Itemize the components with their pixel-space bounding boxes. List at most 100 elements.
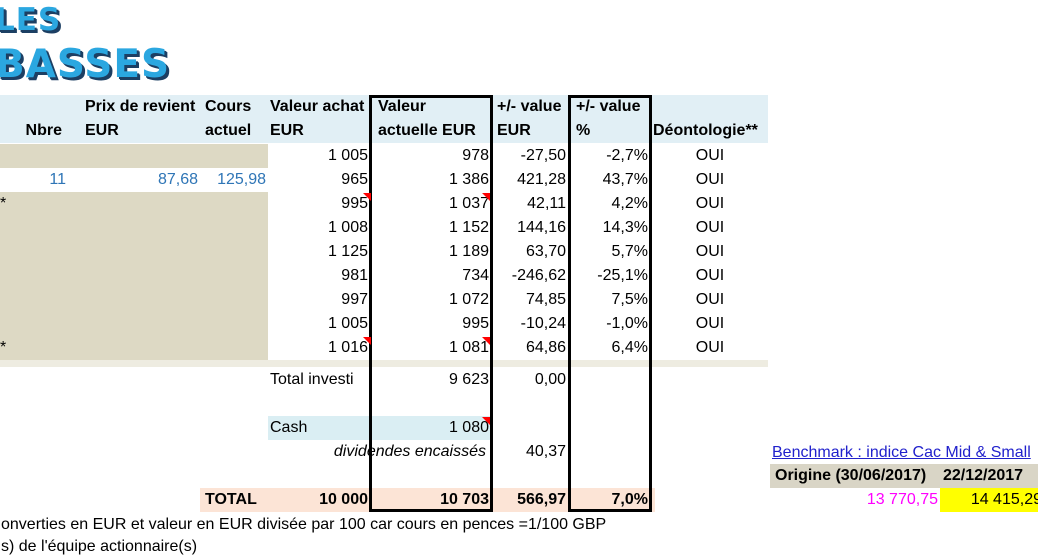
dividends-label[interactable]: dividendes encaissés (333, 443, 486, 460)
cell-deontologie[interactable]: OUI (695, 339, 725, 356)
cell-pv-pct[interactable]: 6,4% (611, 339, 648, 356)
header-pveur-l1[interactable]: +/- value (497, 98, 562, 115)
cash-value[interactable]: 1 080 (448, 419, 489, 436)
cell-valeur-actuelle[interactable]: 734 (462, 267, 489, 284)
cell-valeur-achat[interactable]: 1 125 (327, 243, 368, 260)
hidden-name-cell (0, 264, 268, 288)
cell-valeur-actuelle[interactable]: 1 189 (448, 243, 489, 260)
cell-valeur-achat[interactable]: 1 016 (327, 339, 368, 356)
cell-pv-eur[interactable]: -246,62 (511, 267, 566, 284)
cell-pv-eur[interactable]: 74,85 (525, 291, 566, 308)
cell-pv-pct[interactable]: -2,7% (606, 147, 648, 164)
cell-deontologie[interactable]: OUI (695, 267, 725, 284)
cell-deontologie[interactable]: OUI (695, 219, 725, 236)
page-title-line1: LES (0, 2, 62, 38)
cell-pv-eur[interactable]: -27,50 (520, 147, 566, 164)
table-row: 1 008 1 152 144,16 14,3% OUI (0, 216, 768, 240)
total-pv-eur[interactable]: 566,97 (517, 491, 566, 508)
table-row: 997 1 072 74,85 7,5% OUI (0, 288, 768, 312)
cell-valeur-actuelle[interactable]: 1 037 (448, 195, 489, 212)
total-label[interactable]: TOTAL (205, 491, 257, 508)
header-nbre[interactable]: Nbre (25, 122, 62, 139)
cell-note-icon (363, 193, 371, 201)
cell-deontologie[interactable]: OUI (695, 315, 725, 332)
cell-valeur-achat[interactable]: 995 (341, 195, 368, 212)
cell-prix-revient[interactable]: 87,68 (157, 171, 198, 188)
header-deontologie[interactable]: Déontologie** (653, 122, 758, 139)
header-pvpct-l1[interactable]: +/- value (576, 98, 641, 115)
cell-deontologie[interactable]: OUI (695, 291, 725, 308)
hidden-name-cell (0, 288, 268, 312)
cell-nbre[interactable]: 11 (49, 171, 66, 188)
benchmark-date-header[interactable]: 22/12/2017 (943, 467, 1024, 484)
hidden-name-cell (0, 240, 268, 264)
cell-deontologie[interactable]: OUI (695, 147, 725, 164)
total-investi-label[interactable]: Total investi (270, 371, 354, 388)
cell-pv-pct[interactable]: 14,3% (602, 219, 648, 236)
header-cours-l2[interactable]: actuel (205, 122, 252, 139)
cell-note-icon (363, 337, 371, 345)
benchmark-link[interactable]: Benchmark : indice Cac Mid & Small (772, 444, 1031, 461)
cash-label[interactable]: Cash (270, 419, 308, 436)
cell-valeur-achat[interactable]: 997 (341, 291, 368, 308)
total-achat[interactable]: 10 000 (319, 491, 368, 508)
header-pveur-l2[interactable]: EUR (497, 122, 531, 139)
cell-valeur-achat[interactable]: 1 005 (327, 147, 368, 164)
footnote-1[interactable]: onverties en EUR et valeur en EUR divisé… (1, 516, 607, 533)
cell-deontologie[interactable]: OUI (695, 171, 725, 188)
cash-row: Cash 1 080 (0, 416, 768, 440)
cell-pv-eur[interactable]: 42,11 (527, 195, 566, 212)
cash-cell-bg (268, 416, 490, 440)
header-achat-l1[interactable]: Valeur achat (270, 98, 365, 115)
table-row: 1 125 1 189 63,70 5,7% OUI (0, 240, 768, 264)
benchmark-current-bg (940, 488, 1038, 512)
cell-valeur-achat[interactable]: 1 008 (327, 219, 368, 236)
cell-pv-eur[interactable]: 63,70 (525, 243, 566, 260)
header-actuelle-l1[interactable]: Valeur (378, 98, 427, 115)
benchmark-current-value[interactable]: 14 415,29 (970, 491, 1038, 508)
hidden-name-cell (0, 144, 268, 168)
header-pvpct-l2[interactable]: % (576, 122, 591, 139)
cell-note-icon (482, 417, 490, 425)
cell-pv-eur[interactable]: 64,86 (525, 339, 566, 356)
cell-valeur-actuelle[interactable]: 1 081 (448, 339, 489, 356)
dividends-row: dividendes encaissés 40,37 (0, 440, 768, 464)
total-pv-pct[interactable]: 7,0% (611, 491, 648, 508)
cell-valeur-actuelle[interactable]: 1 072 (448, 291, 489, 308)
cell-pv-eur[interactable]: 144,16 (517, 219, 566, 236)
cell-note-icon (482, 193, 490, 201)
cell-valeur-actuelle[interactable]: 995 (462, 315, 489, 332)
row-asterisk: * (0, 339, 7, 356)
cell-deontologie[interactable]: OUI (695, 195, 725, 212)
total-investi-value[interactable]: 9 623 (448, 371, 489, 388)
table-header: Nbre Prix de revient EUR Cours actuel Va… (0, 95, 768, 143)
cell-valeur-achat[interactable]: 1 005 (327, 315, 368, 332)
header-achat-l2[interactable]: EUR (270, 122, 304, 139)
cell-valeur-actuelle[interactable]: 978 (462, 147, 489, 164)
cell-pv-eur[interactable]: 421,28 (517, 171, 566, 188)
header-cours-l1[interactable]: Cours (205, 98, 252, 115)
cell-cours-actuel[interactable]: 125,98 (217, 171, 266, 188)
dividends-value[interactable]: 40,37 (525, 443, 566, 460)
benchmark-origin-value[interactable]: 13 770,75 (866, 491, 938, 508)
cell-pv-pct[interactable]: -25,1% (597, 267, 648, 284)
cell-pv-eur[interactable]: -10,24 (520, 315, 566, 332)
cell-deontologie[interactable]: OUI (695, 243, 725, 260)
cell-pv-pct[interactable]: 4,2% (611, 195, 648, 212)
cell-pv-pct[interactable]: 43,7% (602, 171, 648, 188)
header-prix-l2[interactable]: EUR (85, 122, 119, 139)
cell-valeur-actuelle[interactable]: 1 152 (448, 219, 489, 236)
cell-valeur-actuelle[interactable]: 1 386 (448, 171, 489, 188)
header-actuelle-l2[interactable]: actuelle EUR (378, 122, 476, 139)
total-investi-pv[interactable]: 0,00 (534, 371, 566, 388)
header-prix-l1[interactable]: Prix de revient (85, 98, 196, 115)
cell-pv-pct[interactable]: -1,0% (606, 315, 648, 332)
cell-valeur-achat[interactable]: 981 (341, 267, 368, 284)
cell-pv-pct[interactable]: 7,5% (611, 291, 648, 308)
cell-pv-pct[interactable]: 5,7% (611, 243, 648, 260)
benchmark-origin-header[interactable]: Origine (30/06/2017) (775, 467, 927, 484)
footnote-2[interactable]: s) de l'équipe actionnaire(s) (1, 538, 198, 555)
cell-valeur-achat[interactable]: 965 (341, 171, 368, 188)
total-actuelle[interactable]: 10 703 (440, 491, 489, 508)
